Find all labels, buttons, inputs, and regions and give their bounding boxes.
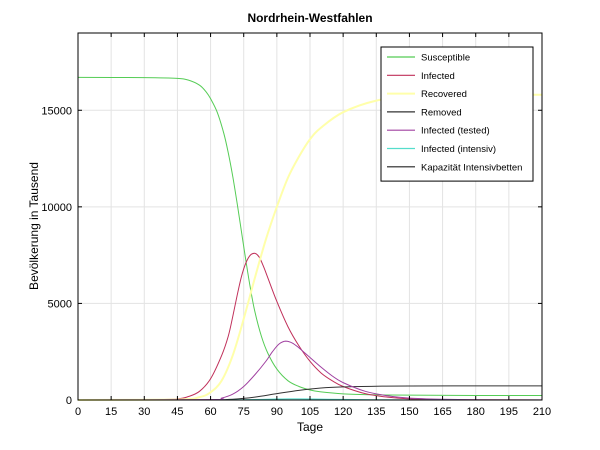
y-tick-label: 5000 xyxy=(48,298,72,310)
legend-label-infected-tested: Infected (tested) xyxy=(421,126,490,137)
x-tick-label: 180 xyxy=(467,406,485,418)
series-line-infected xyxy=(77,252,543,401)
x-tick-label: 0 xyxy=(75,406,81,418)
x-tick-label: 120 xyxy=(334,406,352,418)
y-tick-label: 10000 xyxy=(41,202,72,214)
x-tick-label: 135 xyxy=(367,406,385,418)
x-tick-label: 60 xyxy=(204,406,216,418)
x-tick-label: 45 xyxy=(171,406,183,418)
legend-label-infected: Infected xyxy=(421,71,455,82)
x-tick-label: 195 xyxy=(500,406,518,418)
legend: Susceptible Infected Recovered Removed Infec… xyxy=(380,46,534,182)
x-tick-label: 75 xyxy=(238,406,250,418)
legend-label-susceptible: Susceptible xyxy=(421,53,470,64)
legend-label-kapazit-t-intensivbetten: Kapazität Intensivbetten xyxy=(421,162,522,173)
y-tick-label: 15000 xyxy=(41,105,72,117)
x-tick-label: 210 xyxy=(533,406,551,418)
x-tick-label: 150 xyxy=(400,406,418,418)
x-tick-label: 165 xyxy=(433,406,451,418)
x-tick-label: 90 xyxy=(271,406,283,418)
x-tick-label: 105 xyxy=(301,406,319,418)
legend-label-infected-intensiv: Infected (intensiv) xyxy=(421,144,496,155)
x-axis-label: Tage xyxy=(297,420,323,434)
x-tick-label: 15 xyxy=(105,406,117,418)
legend-label-removed: Removed xyxy=(421,107,462,118)
legend-box xyxy=(380,46,534,182)
chart-title: Nordrhein-Westfahlen xyxy=(247,11,372,25)
ticks: 0 15 30 45 60 75 90 105 120 135 150 165 180 195 210 0 50… xyxy=(41,33,551,418)
x-tick-label: 30 xyxy=(138,406,150,418)
legend-label-recovered: Recovered xyxy=(421,89,467,100)
y-axis-label: Bevölkerung in Tausend xyxy=(27,162,41,290)
series-line-infected-tested xyxy=(77,340,543,401)
series-line-susceptible xyxy=(77,76,543,397)
y-tick-label: 0 xyxy=(66,395,72,407)
